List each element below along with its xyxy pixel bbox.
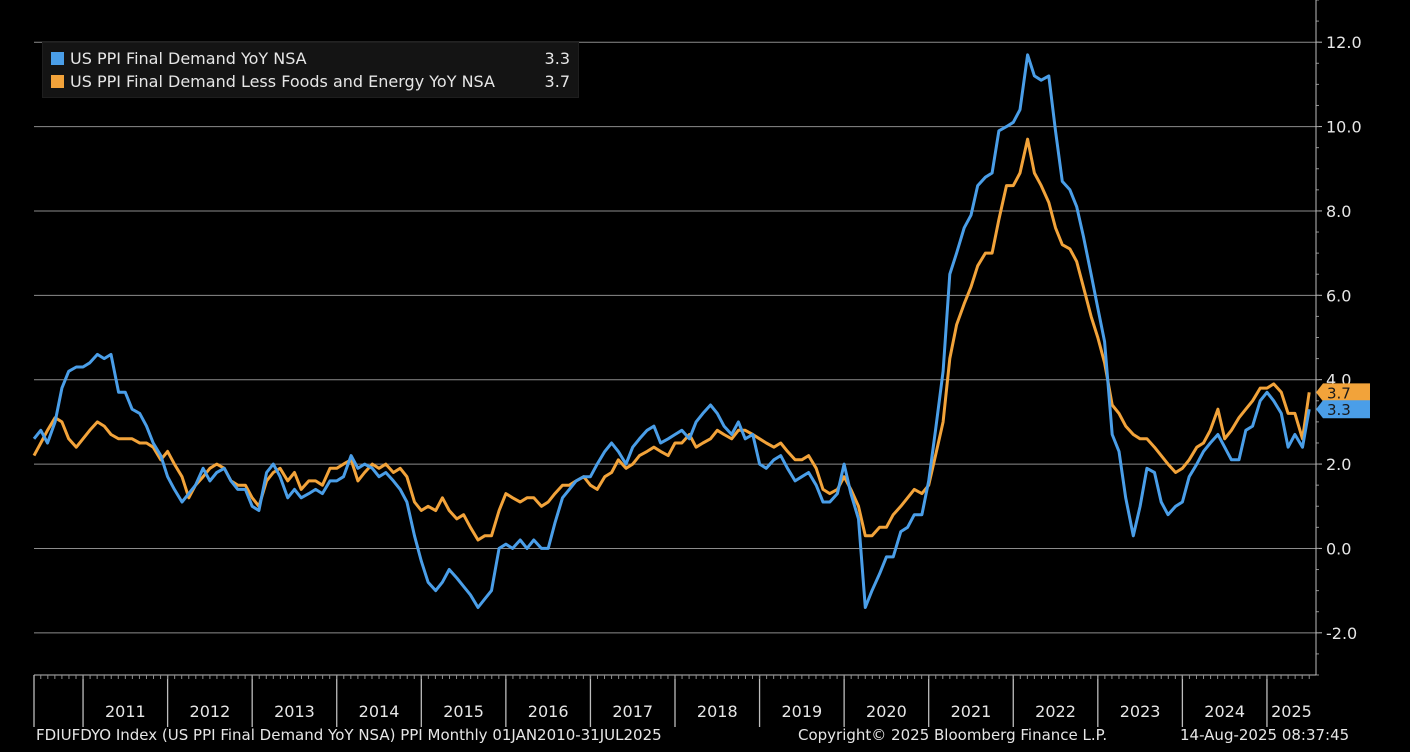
x-tick-label: 2012 [190, 702, 231, 721]
x-tick-label: 2011 [105, 702, 146, 721]
series-lines [32, 53, 1311, 609]
y-tick-label: -2.0 [1326, 624, 1357, 643]
legend-item-core-ppi: US PPI Final Demand Less Foods and Energ… [51, 70, 570, 93]
last-value-tag-ppi: 3.3 [1316, 400, 1370, 419]
footer-timestamp: 14-Aug-2025 08:37:45 [1180, 726, 1350, 744]
x-tick-label: 2013 [274, 702, 315, 721]
y-tick-label: 8.0 [1326, 202, 1351, 221]
tag-shape [1316, 383, 1370, 402]
x-tick-label: 2017 [612, 702, 653, 721]
x-tick-label: 2016 [528, 702, 569, 721]
legend-swatch-ppi [51, 52, 64, 65]
tag-shape [1316, 400, 1370, 419]
y-tick-label: 12.0 [1326, 33, 1362, 52]
footer-index-info: FDIUFDYO Index (US PPI Final Demand YoY … [36, 726, 662, 744]
x-tick-label: 2023 [1120, 702, 1161, 721]
x-tick-label: 2022 [1035, 702, 1076, 721]
y-tick-label: 6.0 [1326, 286, 1351, 305]
x-tick-label: 2014 [359, 702, 400, 721]
x-tick-label: 2021 [951, 702, 992, 721]
legend: US PPI Final Demand YoY NSA 3.3 US PPI F… [42, 42, 579, 98]
tag-label: 3.7 [1327, 384, 1351, 402]
series-line-ppi [32, 53, 1311, 609]
x-tick-label: 2025 [1271, 702, 1312, 721]
x-tick-label: 2019 [781, 702, 822, 721]
y-tick-label: 2.0 [1326, 455, 1351, 474]
legend-label-ppi: US PPI Final Demand YoY NSA [70, 49, 307, 68]
x-tick-label: 2015 [443, 702, 484, 721]
footer-copyright: Copyright© 2025 Bloomberg Finance L.P. [798, 726, 1108, 744]
tag-label: 3.3 [1327, 401, 1351, 419]
x-tick-label: 2018 [697, 702, 738, 721]
legend-value-ppi: 3.3 [544, 49, 570, 68]
legend-value-core-ppi: 3.7 [544, 72, 570, 91]
last-value-tag-core-ppi: 3.7 [1316, 383, 1370, 402]
last-value-tags: 3.73.3 [1316, 383, 1370, 419]
y-tick-label: 10.0 [1326, 118, 1362, 137]
x-tick-label: 2024 [1204, 702, 1245, 721]
x-tick-label: 2020 [866, 702, 907, 721]
series-line-core-ppi [32, 137, 1311, 542]
legend-label-core-ppi: US PPI Final Demand Less Foods and Energ… [70, 72, 495, 91]
legend-item-ppi: US PPI Final Demand YoY NSA 3.3 [51, 47, 570, 70]
legend-swatch-core-ppi [51, 75, 64, 88]
gridlines [34, 41, 1316, 634]
y-tick-label: 0.0 [1326, 539, 1351, 558]
